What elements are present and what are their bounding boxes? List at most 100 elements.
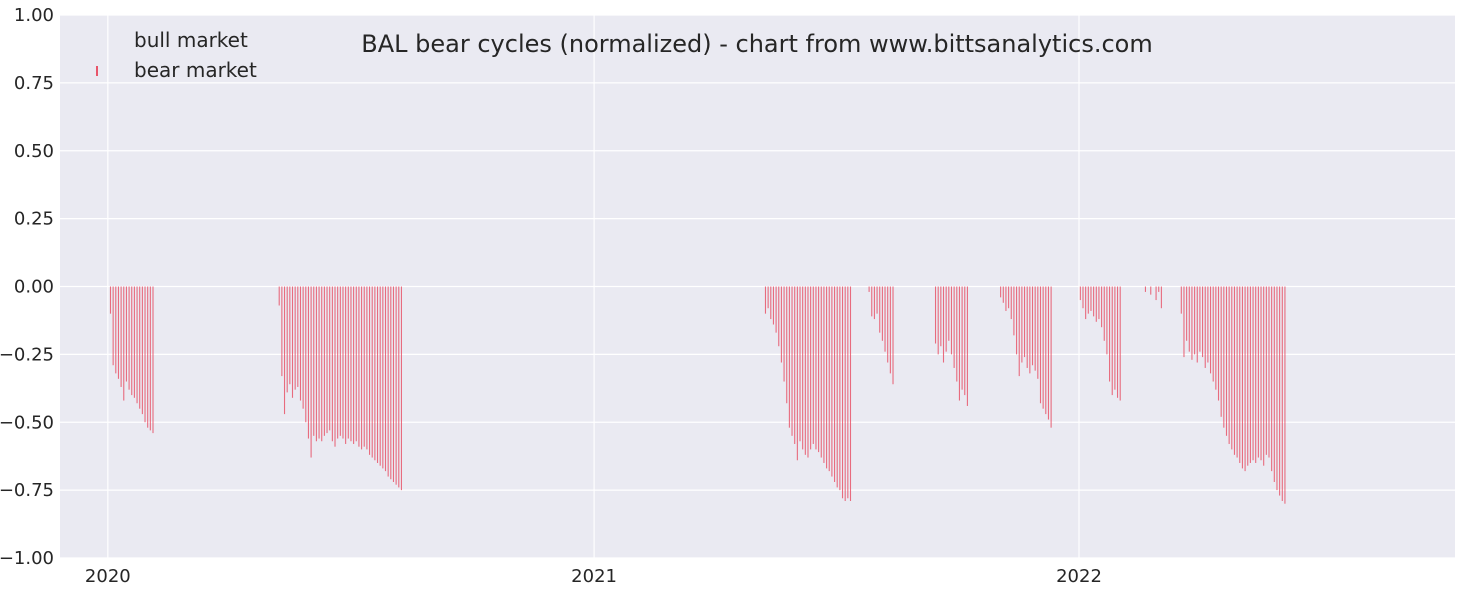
bear-bar <box>844 286 846 501</box>
bear-market-bars <box>109 286 1286 504</box>
bear-bar <box>849 286 852 501</box>
bear-bar <box>1031 286 1034 366</box>
y-tick-label: −1.00 <box>0 548 54 569</box>
bear-bar <box>881 286 883 341</box>
bear-bar <box>1042 286 1044 409</box>
bear-bar <box>1271 286 1273 472</box>
bear-bar <box>321 286 323 442</box>
bear-bar <box>147 286 149 428</box>
bear-bar <box>871 286 873 317</box>
bear-bar <box>342 286 344 439</box>
bear-bar <box>940 286 942 347</box>
bear-bar <box>329 286 331 431</box>
bear-bar <box>1034 286 1036 371</box>
y-axis: 1.00 0.75 0.50 0.25 0.00 −0.25 −0.50 −0.75 −1.00 <box>0 5 54 569</box>
bear-bar <box>294 286 296 390</box>
bear-bar <box>379 286 381 466</box>
bear-bar <box>1236 286 1238 458</box>
bear-bar <box>1093 286 1095 317</box>
bear-bar <box>887 286 889 363</box>
bear-bar <box>112 286 114 366</box>
bear-bar <box>347 286 349 439</box>
bear-bar <box>305 286 307 423</box>
bear-bar <box>1215 286 1217 390</box>
bear-bar <box>315 286 317 442</box>
bear-bar <box>398 286 400 488</box>
y-tick-label: 0.50 <box>14 141 54 162</box>
bear-bar <box>1087 286 1089 314</box>
bear-bar <box>310 286 312 458</box>
bear-bar <box>1013 286 1015 336</box>
bear-bar <box>956 286 958 382</box>
bear-bar <box>1199 286 1201 352</box>
bear-bar <box>109 286 112 314</box>
bear-bar <box>371 286 373 458</box>
bear-bar <box>1045 286 1047 415</box>
bear-bar <box>363 286 365 447</box>
bear-bar <box>818 286 820 453</box>
bear-bar <box>791 286 793 436</box>
bear-bar <box>1188 286 1190 352</box>
bear-bar <box>934 286 937 344</box>
bear-bar <box>1268 286 1270 458</box>
bear-bar <box>1026 286 1028 368</box>
bear-bar <box>794 286 796 444</box>
bear-bar <box>1144 286 1146 292</box>
bear-bar <box>892 286 894 385</box>
legend: bull market bear market <box>96 28 257 82</box>
bear-bar <box>1231 286 1233 450</box>
bear-bar <box>804 286 806 455</box>
bear-bar <box>131 286 133 396</box>
bear-bar <box>942 286 945 363</box>
bear-bar <box>1244 286 1246 472</box>
x-tick-label: 2022 <box>1056 566 1102 587</box>
bear-bar <box>1000 286 1002 298</box>
bear-bar <box>1082 286 1084 309</box>
bear-bar <box>839 286 841 491</box>
bear-bar <box>144 286 146 423</box>
bear-bar <box>812 286 814 444</box>
bear-bar <box>374 286 376 461</box>
bear-bar <box>1194 286 1196 355</box>
bear-bar <box>961 286 963 390</box>
bear-bar <box>799 286 801 442</box>
bear-bar <box>945 286 947 352</box>
bear-bar <box>1002 286 1004 303</box>
bear-bar <box>1050 286 1052 428</box>
bear-bar <box>1039 286 1042 404</box>
bear-bar <box>376 286 379 463</box>
y-tick-label: 0.75 <box>14 73 54 94</box>
bear-bar <box>775 286 777 333</box>
bear-bar <box>339 286 341 436</box>
bear-bar <box>1204 286 1206 368</box>
bear-bar <box>278 286 280 306</box>
bear-bar <box>1160 286 1162 309</box>
grid <box>60 14 1455 559</box>
bear-bar <box>1095 286 1097 322</box>
bear-bar <box>1260 286 1262 461</box>
bear-bar <box>1220 286 1222 417</box>
bear-bar <box>1085 286 1087 320</box>
legend-bull-label: bull market <box>134 28 248 52</box>
bear-bar <box>868 286 870 292</box>
bear-bar <box>1228 286 1230 444</box>
bear-bar <box>1279 286 1281 496</box>
bear-bar <box>937 286 939 355</box>
bear-bar <box>966 286 968 406</box>
bear-bar <box>141 286 143 415</box>
bear-bar <box>1010 286 1012 320</box>
bear-bar <box>1223 286 1225 428</box>
bear-bar <box>1284 286 1286 504</box>
y-tick-label: −0.25 <box>0 344 54 365</box>
bear-bar <box>1263 286 1265 466</box>
bear-bar <box>115 286 117 374</box>
bear-bar <box>384 286 387 472</box>
bear-bar <box>1155 286 1157 301</box>
bear-bar <box>1207 286 1209 363</box>
bear-bar <box>783 286 785 382</box>
bear-bar <box>815 286 817 450</box>
bear-bar <box>1265 286 1267 455</box>
bear-bar <box>355 286 357 442</box>
bear-bar <box>1276 286 1278 491</box>
bear-bar <box>826 286 828 469</box>
